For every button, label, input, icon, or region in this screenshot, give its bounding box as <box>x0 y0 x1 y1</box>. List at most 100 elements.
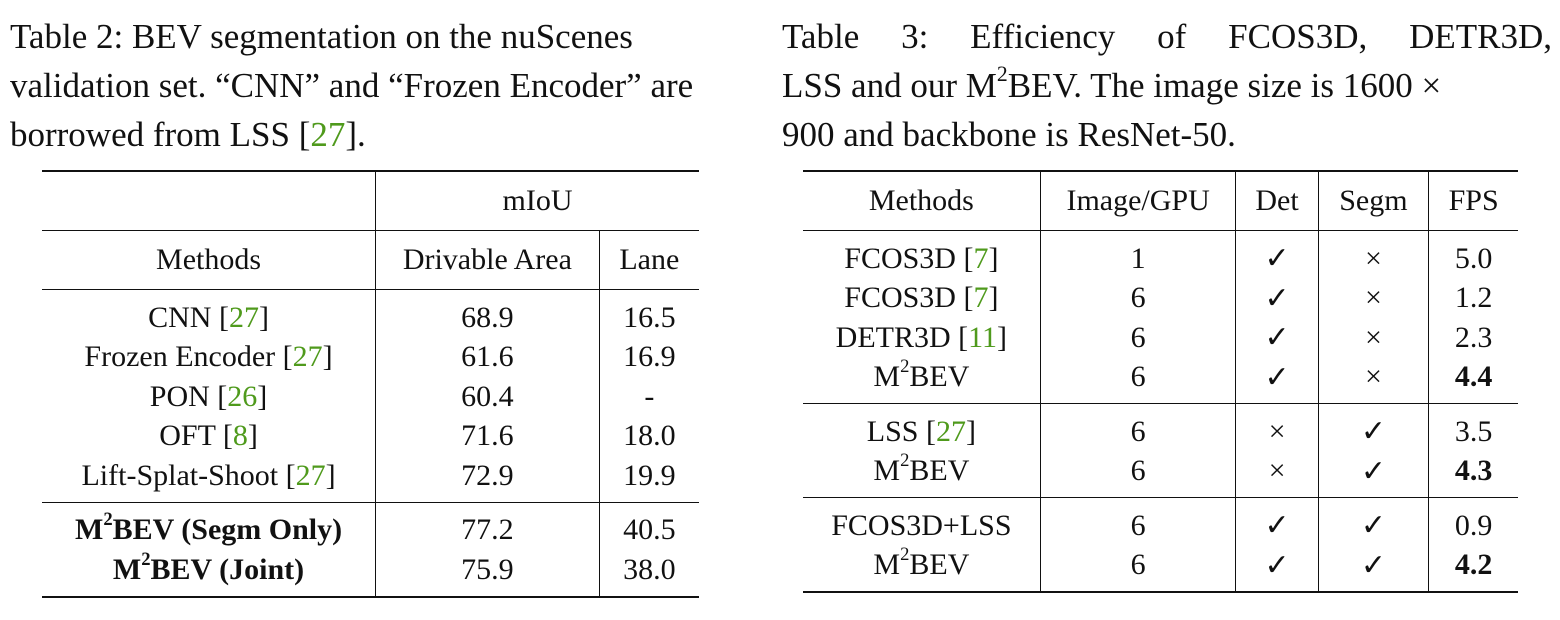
lane-cell: - <box>598 377 699 417</box>
table3-caption-line2a: LSS and our M <box>782 66 997 105</box>
citation-link[interactable]: 7 <box>973 281 989 315</box>
fps-cell: 4.4 <box>1428 357 1518 404</box>
image-gpu-cell: 6 <box>1039 545 1236 592</box>
citation-link[interactable]: 27 <box>935 414 966 448</box>
method-cell: M2BEV <box>873 544 970 582</box>
image-gpu-cell: 6 <box>1039 318 1236 358</box>
method-cell: FCOS3D [7] <box>844 241 999 275</box>
table3-caption-line2b: BEV. The image size is 1600 × <box>1007 66 1442 105</box>
det-cell: × <box>1235 451 1319 498</box>
image-gpu-cell: 6 <box>1039 357 1236 404</box>
image-gpu-cell: 6 <box>1039 278 1236 318</box>
segm-cell: ✓ <box>1317 403 1429 452</box>
table2-caption-ref-link[interactable]: 27 <box>310 115 346 154</box>
table-row-ours: M2BEV 6 ✓ ✓ 4.2 <box>803 544 1518 592</box>
method-cell: FCOS3D+LSS <box>831 508 1012 542</box>
method-cell: Frozen Encoder [27] <box>84 340 333 374</box>
segm-cell: ✓ <box>1317 497 1429 546</box>
image-gpu-cell: 6 <box>1039 497 1236 546</box>
method-cell: DETR3D [11] <box>835 320 1008 354</box>
image-gpu-cell: 6 <box>1039 403 1236 452</box>
table-row-ours: M2BEV (Joint) 75.9 38.0 <box>42 550 699 597</box>
method-cell: OFT [8] <box>159 419 258 453</box>
table3-caption-line3: 900 and backbone is ResNet-50. <box>782 115 1236 154</box>
table2-caption-label: Table 2: <box>10 17 124 56</box>
segm-cell: ✓ <box>1317 451 1429 498</box>
method-cell: FCOS3D [7] <box>844 281 999 315</box>
table-row: PON [26] 60.4 - <box>42 377 699 417</box>
citation-link[interactable]: 11 <box>968 320 998 354</box>
table3-header-methods: Methods <box>868 184 974 217</box>
fps-cell: 4.3 <box>1428 451 1518 498</box>
table2-header-drivable: Drivable Area <box>375 230 600 290</box>
drivable-cell: 77.2 <box>375 502 600 550</box>
method-cell: M2BEV <box>873 356 970 394</box>
table-row: Frozen Encoder [27] 61.6 16.9 <box>42 337 699 377</box>
table3-header-row: Methods Image/GPU Det Segm FPS <box>803 171 1518 231</box>
table-row: OFT [8] 71.6 18.0 <box>42 416 699 456</box>
segm-cell: ✓ <box>1317 545 1429 592</box>
fps-cell: 2.3 <box>1428 318 1518 358</box>
table3-caption-sup: 2 <box>996 62 1008 87</box>
drivable-cell: 72.9 <box>375 456 600 502</box>
method-cell: M2BEV (Segm Only) <box>75 509 343 547</box>
fps-cell: 3.5 <box>1428 403 1518 452</box>
table2-header-lane: Lane <box>598 230 699 290</box>
drivable-cell: 75.9 <box>375 550 600 597</box>
table2-header-row: Methods Drivable Area Lane <box>42 230 699 290</box>
table-row: Lift-Splat-Shoot [27] 72.9 19.9 <box>42 456 699 502</box>
det-cell: ✓ <box>1235 357 1319 404</box>
drivable-cell: 60.4 <box>375 377 600 417</box>
table-row: DETR3D [11] 6 ✓ × 2.3 <box>803 318 1518 358</box>
table2-group-header-row: mIoU <box>42 171 699 231</box>
lane-cell: 18.0 <box>598 416 699 456</box>
citation-link[interactable]: 27 <box>295 458 326 492</box>
table3-caption-line1-text: Efficiency of FCOS3D, DETR3D, <box>970 17 1552 56</box>
method-cell: LSS [27] <box>866 414 976 448</box>
citation-link[interactable]: 26 <box>227 379 258 413</box>
lane-cell: 38.0 <box>598 550 699 597</box>
image-gpu-cell: 1 <box>1039 230 1236 279</box>
table3-header-det: Det <box>1235 171 1319 231</box>
segm-cell: × <box>1317 278 1429 318</box>
lane-cell: 19.9 <box>598 456 699 502</box>
det-cell: ✓ <box>1235 497 1319 546</box>
table-row: FCOS3D [7] 6 ✓ × 1.2 <box>803 278 1518 318</box>
det-cell: ✓ <box>1235 230 1319 279</box>
lane-cell: 16.9 <box>598 337 699 377</box>
table2-empty-cell <box>42 171 376 231</box>
citation-link[interactable]: 27 <box>292 340 323 374</box>
citation-link[interactable]: 27 <box>228 300 259 334</box>
lane-cell: 16.5 <box>598 289 699 338</box>
drivable-cell: 61.6 <box>375 337 600 377</box>
segm-cell: × <box>1317 357 1429 404</box>
citation-link[interactable]: 7 <box>973 241 989 275</box>
table-row-ours: M2BEV 6 × ✓ 4.3 <box>803 451 1518 498</box>
table-row-ours: M2BEV (Segm Only) 77.2 40.5 <box>42 502 699 550</box>
table3-caption: Table 3: Efficiency of FCOS3D, DETR3D, LS… <box>782 12 1552 159</box>
table3-header-segm: Segm <box>1317 171 1429 231</box>
det-cell: × <box>1235 403 1319 452</box>
table2-caption-text: BEV segmentation on the nuScenes validat… <box>10 17 694 154</box>
method-cell: M2BEV (Joint) <box>112 548 305 586</box>
table2-header-methods: Methods <box>156 243 262 276</box>
segm-cell: × <box>1317 230 1429 279</box>
table-row: LSS [27] 6 × ✓ 3.5 <box>803 403 1518 452</box>
image-gpu-cell: 6 <box>1039 451 1236 498</box>
method-cell: PON [26] <box>149 379 268 413</box>
table-row-ours: M2BEV 6 ✓ × 4.4 <box>803 356 1518 404</box>
table-row: FCOS3D+LSS 6 ✓ ✓ 0.9 <box>803 497 1518 546</box>
method-cell: CNN [27] <box>148 300 269 334</box>
segm-cell: × <box>1317 318 1429 358</box>
citation-link[interactable]: 8 <box>232 419 248 453</box>
det-cell: ✓ <box>1235 278 1319 318</box>
drivable-cell: 68.9 <box>375 289 600 338</box>
fps-cell: 4.2 <box>1428 545 1518 592</box>
table3-caption-line1: Table 3: Efficiency of FCOS3D, DETR3D, <box>782 12 1552 61</box>
det-cell: ✓ <box>1235 545 1319 592</box>
table2-caption-end: ]. <box>345 115 366 154</box>
table3: Methods Image/GPU Det Segm FPS FCOS3D [7… <box>803 170 1518 593</box>
table3-caption-label: Table 3: <box>782 17 929 56</box>
table-row: FCOS3D [7] 1 ✓ × 5.0 <box>803 230 1518 279</box>
table2-caption: Table 2: BEV segmentation on the nuScene… <box>10 12 755 159</box>
